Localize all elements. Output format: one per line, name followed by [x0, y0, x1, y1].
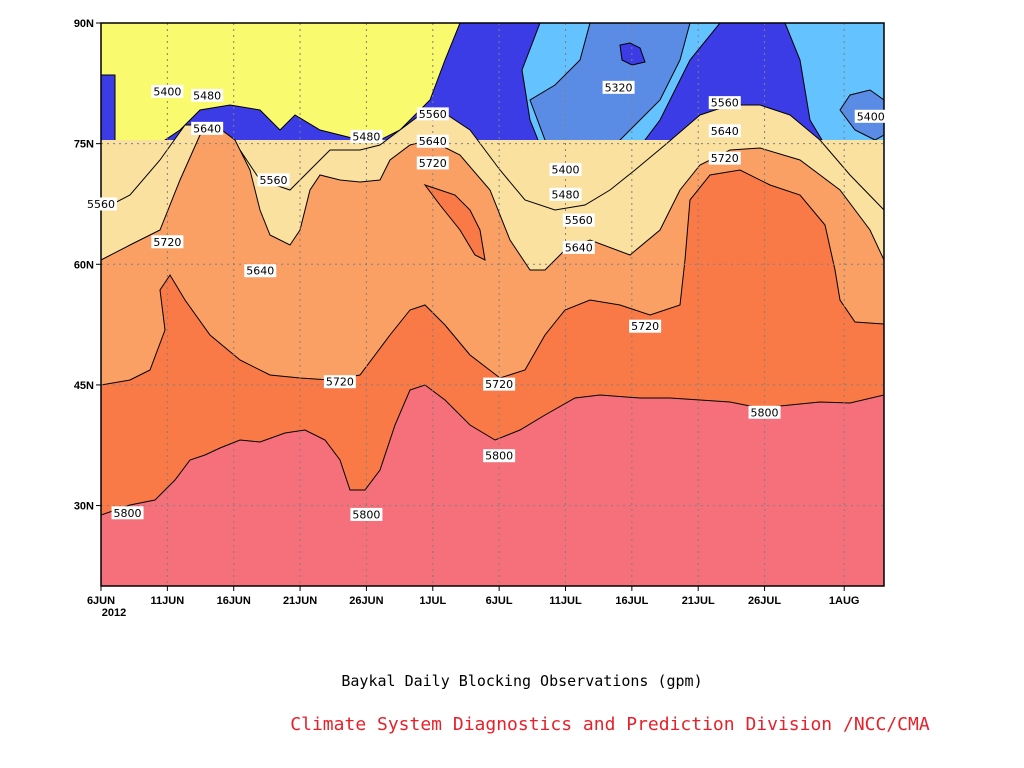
contour-label-bg — [748, 405, 781, 419]
contour-label-bg — [483, 449, 516, 463]
x-tick-label: 1AUG — [829, 595, 860, 607]
x-axis: 6JUN 11JUN 16JUN 21JUN 26JUN 1JUL 6JUL 11JUL 16J… — [87, 586, 860, 619]
contour-label: 5560 — [260, 174, 288, 187]
y-tick-label: 30N — [74, 501, 94, 513]
chart-credit: Climate System Diagnostics and Predictio… — [290, 714, 930, 735]
contour-label: 5720 — [153, 236, 181, 249]
contour-label: 5640 — [565, 241, 593, 254]
contour-label-bg — [708, 151, 741, 165]
contour-label-bg — [191, 121, 224, 135]
x-tick-label: 16JUN — [217, 595, 251, 607]
contour-label-bg — [854, 109, 887, 123]
x-tick-label: 21JUL — [682, 595, 715, 607]
contour-fills — [101, 23, 884, 586]
x-tick-label: 11JUL — [549, 595, 582, 607]
contour-label: 5560 — [565, 214, 593, 227]
contour-label-bg — [416, 156, 449, 170]
contour-label-bg — [629, 319, 662, 333]
x-tick-label: 21JUN — [283, 595, 317, 607]
contour-label-bg — [191, 88, 224, 102]
contour-label: 5640 — [419, 135, 447, 148]
contour-label: 5720 — [631, 320, 659, 333]
contour-label: 5400 — [551, 163, 579, 176]
contour-label: 5720 — [419, 157, 447, 170]
x-tick-label: 6JUL — [486, 595, 513, 607]
contour-label: 5480 — [551, 188, 579, 201]
contour-label-bg — [350, 129, 383, 143]
contour-label: 5560 — [87, 198, 115, 211]
contour-label-bg — [111, 506, 144, 520]
contour-label-bg — [85, 197, 117, 211]
contour-label: 5800 — [485, 450, 513, 463]
contour-label-bg — [562, 213, 595, 227]
band-above-5800 — [101, 384, 884, 586]
contour-label: 5480 — [193, 89, 221, 102]
contour-label: 5400 — [857, 110, 885, 123]
contour-label-bg — [244, 264, 277, 278]
contour-label-bg — [151, 84, 184, 98]
contour-label-bg — [708, 124, 741, 138]
contour-label: 5800 — [352, 508, 380, 521]
y-tick-label: 90N — [74, 18, 94, 30]
contour-label: 5560 — [711, 97, 739, 110]
x-tick-label: 16JUL — [615, 595, 648, 607]
contour-label-bg — [350, 507, 383, 521]
y-tick-label: 60N — [74, 259, 94, 271]
contour-label: 5800 — [114, 507, 142, 520]
contour-label: 5800 — [751, 406, 779, 419]
x-tick-label: 11JUN — [151, 595, 185, 607]
contour-label-bg — [323, 375, 356, 389]
contour-label-bg — [708, 96, 741, 110]
contour-label: 5720 — [711, 152, 739, 165]
contour-label: 5640 — [711, 125, 739, 138]
contour-label-bg — [562, 240, 595, 254]
x-tick-label: 26JUL — [748, 595, 781, 607]
contour-label: 5640 — [246, 265, 274, 278]
contour-label: 5480 — [352, 130, 380, 143]
x-tick-label: 6JUN — [87, 595, 115, 607]
x-tick-label: 26JUN — [349, 595, 383, 607]
contour-label-bg — [549, 187, 582, 201]
contour-label: 5720 — [326, 376, 354, 389]
contour-label: 5640 — [193, 122, 221, 135]
contour-label-bg — [483, 377, 516, 391]
contour-label-bg — [416, 107, 449, 121]
contour-label-bg — [602, 80, 635, 94]
contour-label-bg — [549, 162, 582, 176]
contour-label-bg — [416, 134, 449, 148]
x-tick-label: 1JUL — [419, 595, 446, 607]
y-tick-label: 45N — [74, 380, 94, 392]
y-tick-label: 75N — [74, 139, 94, 151]
x-year-label: 2012 — [102, 607, 126, 619]
plot-frame — [100, 22, 885, 587]
chart-caption: Baykal Daily Blocking Observations (gpm) — [341, 672, 703, 690]
contour-label: 5720 — [485, 378, 513, 391]
contour-labels: 5400 5480 5640 5560 5560 5720 5640 5480 5560 5640… — [85, 80, 887, 521]
contour-label: 5560 — [419, 108, 447, 121]
contour-label: 5400 — [153, 85, 181, 98]
contour-label-bg — [257, 173, 290, 187]
contour-label: 5320 — [605, 81, 633, 94]
contour-label-bg — [151, 235, 184, 249]
y-axis: 30N 45N 60N 75N 90N — [74, 18, 101, 513]
